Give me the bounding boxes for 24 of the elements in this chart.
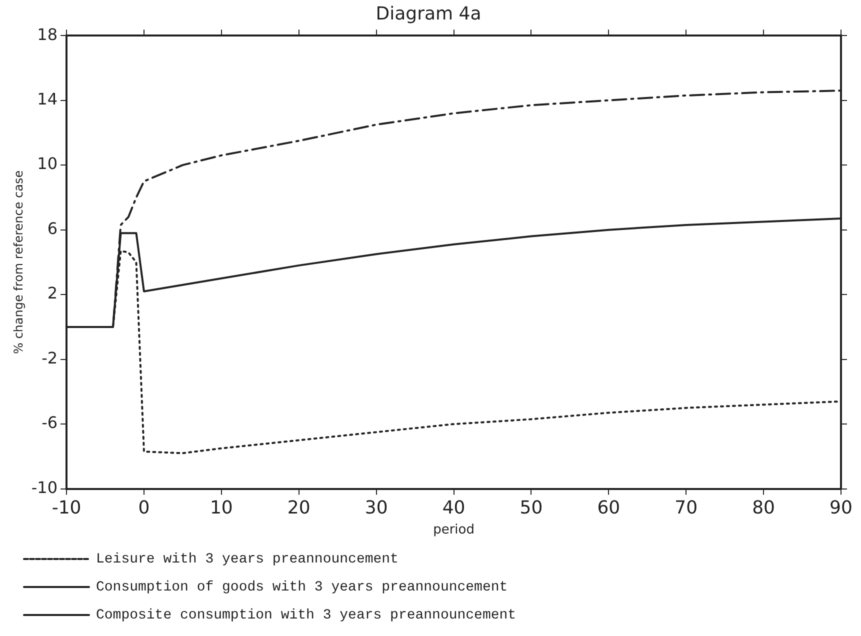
- x-tick-label: 90: [830, 497, 852, 518]
- legend-label: Composite consumption with 3 years preannouncement: [96, 608, 516, 624]
- y-axis-title: % change from reference case: [11, 170, 26, 354]
- legend-label: Consumption of goods with 3 years preannouncement: [96, 580, 508, 596]
- legend-label: Leisure with 3 years preannouncement: [96, 552, 398, 568]
- y-tick-label: -2: [42, 348, 58, 368]
- y-tick-label: 14: [37, 90, 58, 108]
- y-tick-label: -6: [42, 413, 58, 432]
- x-tick-label: 60: [597, 497, 620, 518]
- x-tick-label: 0: [138, 497, 150, 518]
- x-tick-label: 50: [520, 497, 543, 518]
- x-tick-label: 10: [210, 497, 233, 518]
- x-tick-label: 20: [287, 497, 310, 518]
- x-tick-label: 80: [752, 497, 776, 518]
- y-tick-label: 6: [47, 218, 58, 238]
- y-tick-label: 10: [37, 154, 58, 174]
- x-axis-title: period: [433, 522, 474, 538]
- x-tick-label: 30: [364, 497, 388, 518]
- y-tick-label: 18: [37, 24, 58, 44]
- x-tick-label: 40: [442, 497, 466, 518]
- chart-title: Diagram 4a: [376, 3, 482, 24]
- y-tick-label: -10: [31, 478, 58, 497]
- y-tick-label: 2: [47, 284, 58, 303]
- x-tick-label: 70: [674, 497, 698, 518]
